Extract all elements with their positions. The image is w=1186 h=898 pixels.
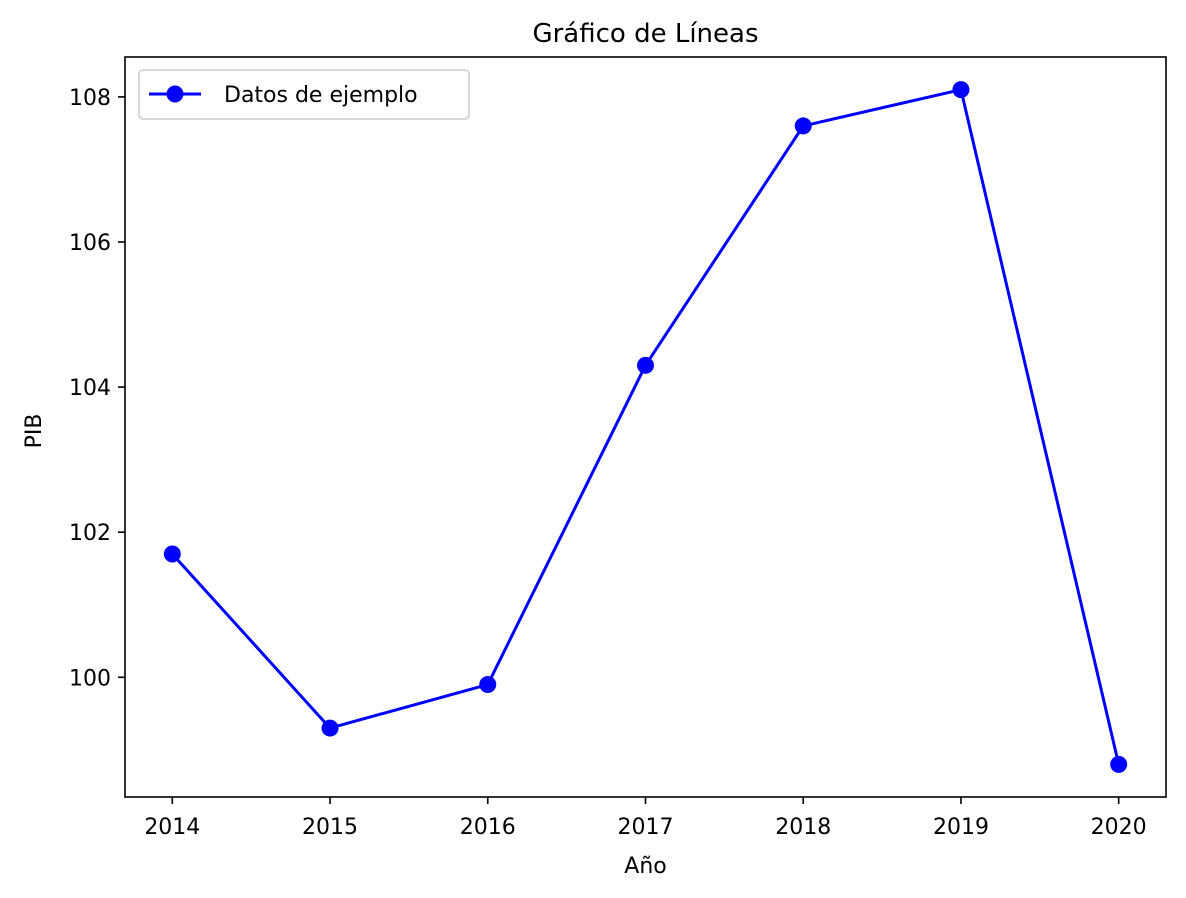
x-tick-label: 2018 — [775, 815, 831, 840]
x-tick-label: 2019 — [933, 815, 989, 840]
x-axis-label: Año — [624, 854, 666, 879]
chart-title: Gráfico de Líneas — [532, 19, 758, 49]
data-point — [794, 117, 812, 135]
y-tick-label: 104 — [69, 376, 111, 401]
x-tick-label: 2016 — [460, 815, 516, 840]
data-point — [163, 545, 181, 563]
y-axis-label: PIB — [22, 414, 47, 449]
data-point — [952, 81, 970, 99]
x-tick-label: 2017 — [618, 815, 674, 840]
legend: Datos de ejemplo — [138, 69, 470, 120]
series-layer — [163, 81, 1128, 773]
x-tick-label: 2014 — [144, 815, 200, 840]
axes-frame — [124, 56, 1167, 798]
x-tick-label: 2015 — [302, 815, 358, 840]
legend-label: Datos de ejemplo — [224, 83, 418, 108]
data-point — [321, 719, 339, 737]
legend-marker — [166, 85, 184, 103]
axis-ticks: 2014 2015 2016 2017 2018 2019 2020 100 102 104 106… — [69, 86, 1147, 840]
legend-box — [138, 69, 470, 120]
data-point — [637, 356, 654, 374]
x-tick-label: 2020 — [1091, 815, 1147, 840]
data-point — [1110, 755, 1128, 773]
y-tick-label: 102 — [69, 521, 111, 546]
y-tick-label: 100 — [69, 666, 111, 691]
data-point — [479, 676, 497, 694]
y-tick-label: 106 — [69, 231, 111, 256]
y-tick-label: 108 — [69, 86, 111, 111]
